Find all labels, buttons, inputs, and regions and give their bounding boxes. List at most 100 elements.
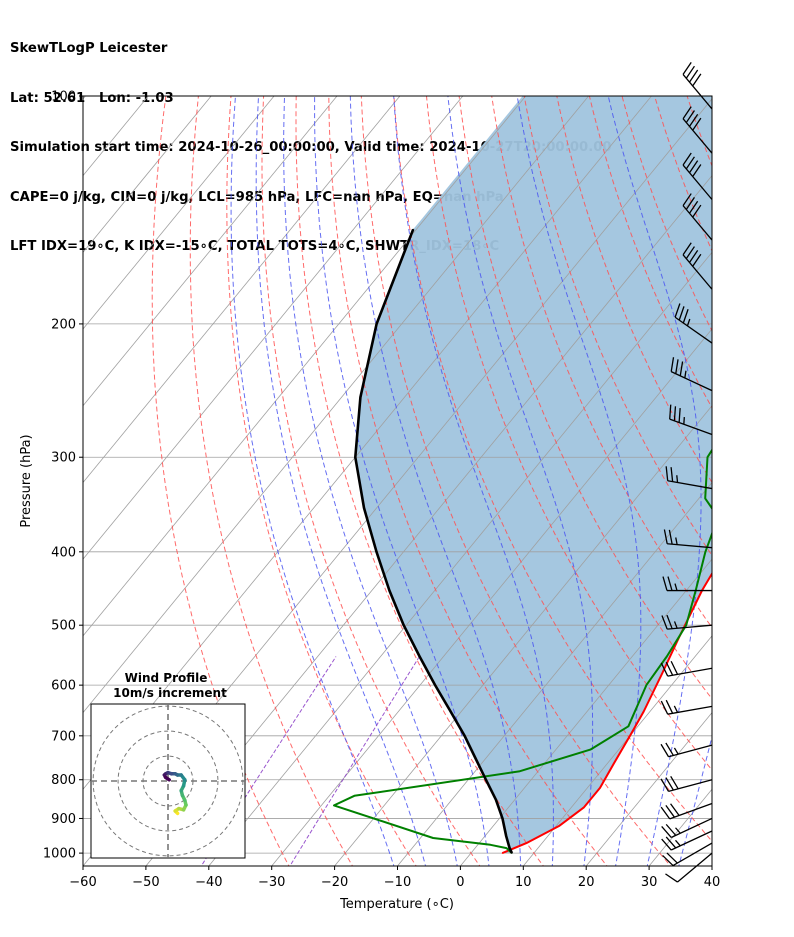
dewpoint-point [732, 169, 733, 170]
barb-feather [660, 700, 669, 715]
wind-barb [682, 152, 713, 200]
parcel-point [363, 507, 365, 509]
dewpoint-point [733, 95, 734, 96]
moist-adiabat [283, 96, 458, 866]
barb-feather [673, 747, 679, 755]
dry-adiabat [588, 96, 712, 409]
temperature-point [748, 111, 749, 112]
moist-adiabat [349, 96, 522, 866]
barb-feather [665, 742, 674, 756]
dry-adiabat [714, 79, 794, 869]
barb-feather [662, 854, 674, 867]
barb-staff [670, 830, 713, 851]
dry-adiabat [226, 96, 417, 866]
barb-feather [665, 873, 678, 883]
barb-staff [667, 667, 713, 677]
temperature-point [783, 218, 784, 219]
dewpoint-point [685, 624, 687, 626]
wind-barb [682, 242, 713, 290]
dewpoint-point [589, 749, 592, 751]
temperature-point [775, 182, 776, 183]
temperature-point [749, 498, 750, 499]
parcel-point [388, 589, 390, 592]
parcel-point [354, 456, 356, 458]
y-tick-label: 1000 [43, 847, 76, 862]
barb-feather [670, 467, 674, 482]
dewpoint-point [432, 837, 434, 839]
parcel-point [375, 551, 378, 553]
parcel-point [434, 684, 436, 686]
wind-barb [682, 106, 713, 154]
temperature-line [502, 571, 712, 855]
isotherm-line [83, 96, 86, 100]
temperature-point [613, 762, 615, 764]
barb-feather [669, 404, 672, 420]
wind-barb [660, 775, 713, 793]
x-tick-label: −20 [321, 875, 348, 890]
barb-feather [676, 475, 679, 483]
wind-profile-inset: Wind Profile 10m/s increment [90, 671, 246, 859]
barb-feather [688, 250, 699, 263]
y-tick-label: 900 [51, 812, 76, 827]
barb-feather [665, 777, 674, 791]
barb-feather [674, 583, 678, 591]
dewpoint-point [743, 194, 744, 195]
barb-staff [682, 205, 713, 241]
temperature-point [525, 842, 528, 844]
mixing-ratio-line [289, 656, 420, 866]
temperature-point [583, 806, 585, 808]
barb-feather [684, 370, 687, 379]
parcel-point [495, 799, 497, 801]
header-location: Lat: 52.61 Lon: -1.03 [10, 90, 174, 106]
barb-feather [685, 197, 695, 210]
barb-feather [675, 827, 681, 834]
barb-feather [665, 699, 674, 714]
temperature-point [785, 323, 786, 324]
dewpoint-point [666, 655, 668, 658]
barb-feather [685, 156, 695, 170]
dewpoint-point [627, 725, 630, 727]
wind-barb [682, 193, 713, 241]
y-tick-label: 500 [51, 619, 76, 634]
parcel-point [511, 852, 513, 854]
wind-barb [661, 817, 713, 839]
moist-adiabat [393, 96, 554, 866]
barb-staff [674, 316, 713, 344]
dry-adiabat [746, 79, 794, 869]
hodo-ring [117, 730, 219, 832]
barb-feather [692, 204, 702, 218]
dewpoint-point [333, 804, 335, 807]
barb-feather [692, 164, 702, 177]
dewpoint-point [353, 795, 355, 797]
parcel-point [509, 847, 511, 849]
barb-staff [668, 779, 713, 793]
dewpoint-point [704, 497, 706, 499]
temperature-point [760, 457, 761, 458]
isotherm-line [397, 481, 712, 866]
moist-adiabat [607, 96, 702, 866]
barb-feather [682, 242, 692, 256]
barb-feather [666, 614, 673, 629]
wind-barb [660, 699, 713, 715]
wind-barb [662, 576, 712, 592]
barb-feather [661, 838, 672, 851]
wind-barb [661, 614, 713, 630]
cape-shade [355, 96, 712, 854]
parcel-point [485, 779, 487, 781]
y-tick-label: 200 [51, 317, 76, 332]
wind-barb [665, 466, 713, 490]
x-axis-label: Temperature (∘C) [339, 897, 454, 912]
x-tick-label: 30 [641, 875, 658, 890]
wind-barb [674, 303, 713, 344]
isotherm-line [83, 96, 464, 560]
barb-feather [668, 529, 673, 545]
temperature-point [787, 347, 788, 348]
x-tick-label: −10 [384, 875, 411, 890]
parcel-point [501, 817, 504, 820]
dry-adiabat [425, 96, 712, 771]
temperature-point [751, 127, 752, 128]
barb-feather [682, 152, 692, 166]
barb-feather [685, 65, 695, 79]
isotherm-line [83, 96, 212, 253]
dry-adiabats [151, 79, 794, 869]
